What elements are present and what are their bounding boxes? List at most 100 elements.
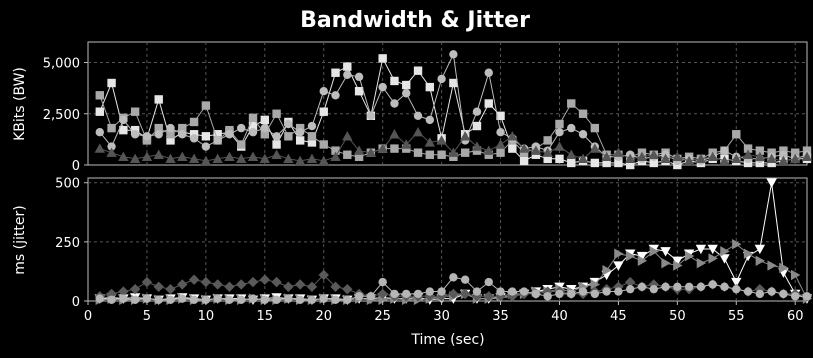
data-point bbox=[483, 145, 494, 155]
data-point bbox=[189, 117, 199, 127]
data-point bbox=[189, 295, 199, 305]
data-point bbox=[472, 287, 482, 296]
data-point bbox=[484, 277, 493, 287]
data-point bbox=[306, 153, 318, 164]
data-point bbox=[237, 295, 246, 305]
data-point bbox=[353, 145, 365, 155]
data-point bbox=[366, 292, 376, 301]
data-point bbox=[119, 115, 128, 125]
x-tick-label: 55 bbox=[728, 309, 745, 324]
data-point bbox=[778, 155, 789, 166]
data-point bbox=[719, 254, 730, 264]
x-tick-label: 60 bbox=[787, 309, 804, 324]
jitter-series bbox=[94, 178, 813, 306]
data-point bbox=[767, 287, 776, 296]
data-point bbox=[154, 295, 163, 305]
data-point bbox=[542, 286, 553, 297]
data-point bbox=[272, 140, 281, 149]
y-tick-label: 250 bbox=[55, 236, 80, 251]
data-point bbox=[307, 138, 317, 147]
data-point bbox=[555, 154, 564, 164]
data-point bbox=[188, 153, 200, 164]
data-point bbox=[732, 130, 741, 139]
data-point bbox=[319, 107, 328, 116]
data-point bbox=[779, 150, 788, 159]
data-point bbox=[331, 91, 340, 100]
data-point bbox=[141, 276, 153, 288]
data-point bbox=[624, 153, 636, 164]
data-point bbox=[413, 111, 423, 121]
data-point bbox=[732, 284, 741, 294]
data-point bbox=[307, 295, 317, 305]
data-point bbox=[237, 123, 246, 133]
data-point bbox=[390, 99, 399, 108]
data-point bbox=[130, 107, 140, 116]
data-point bbox=[542, 147, 553, 157]
data-point bbox=[178, 123, 187, 133]
data-point bbox=[294, 279, 306, 290]
data-point bbox=[779, 262, 789, 274]
data-point bbox=[425, 82, 435, 92]
data-point bbox=[567, 289, 576, 299]
data-point bbox=[696, 282, 706, 292]
data-point bbox=[377, 143, 388, 153]
data-point bbox=[508, 144, 517, 153]
data-point bbox=[496, 287, 505, 296]
data-point bbox=[225, 295, 234, 305]
data-point bbox=[625, 250, 636, 262]
data-point bbox=[425, 150, 435, 159]
data-point bbox=[459, 131, 471, 141]
data-point bbox=[449, 78, 458, 88]
data-point bbox=[390, 289, 399, 299]
data-point bbox=[106, 147, 117, 157]
data-point bbox=[331, 295, 340, 305]
data-point bbox=[247, 151, 259, 161]
data-point bbox=[118, 151, 129, 161]
data-point bbox=[590, 158, 600, 168]
data-point bbox=[154, 95, 163, 104]
data-point bbox=[401, 139, 412, 149]
data-point bbox=[224, 281, 235, 293]
data-point bbox=[402, 289, 411, 299]
data-point bbox=[343, 70, 352, 80]
data-point bbox=[390, 144, 399, 153]
data-point bbox=[178, 130, 187, 139]
data-point bbox=[129, 283, 141, 295]
data-point bbox=[272, 295, 281, 305]
data-point bbox=[660, 153, 671, 164]
data-point bbox=[566, 149, 577, 159]
data-point bbox=[94, 143, 105, 153]
x-tick-label: 20 bbox=[315, 309, 332, 324]
data-point bbox=[755, 146, 765, 155]
data-point bbox=[590, 279, 601, 290]
data-point bbox=[732, 239, 742, 250]
data-point bbox=[319, 294, 328, 303]
x-tick-label: 5 bbox=[143, 309, 151, 324]
data-point bbox=[708, 253, 718, 264]
data-point bbox=[567, 158, 576, 168]
chart-title: Bandwidth & Jitter bbox=[300, 8, 530, 33]
data-point bbox=[555, 128, 564, 137]
data-point bbox=[213, 294, 222, 303]
data-point bbox=[791, 148, 800, 157]
data-point bbox=[343, 150, 352, 159]
data-point bbox=[413, 148, 423, 157]
data-point bbox=[742, 149, 754, 159]
data-point bbox=[119, 125, 128, 135]
data-point bbox=[661, 257, 671, 269]
data-point bbox=[779, 289, 788, 299]
data-point bbox=[130, 130, 140, 139]
data-point bbox=[766, 153, 777, 164]
data-point bbox=[166, 123, 175, 133]
data-point bbox=[424, 137, 436, 147]
y-tick-label: 500 bbox=[55, 177, 80, 192]
data-point bbox=[200, 276, 212, 288]
data-point bbox=[613, 261, 624, 271]
data-point bbox=[790, 153, 801, 164]
data-point bbox=[166, 295, 175, 305]
data-point bbox=[507, 131, 518, 141]
data-point bbox=[696, 257, 707, 269]
y-tick-label: 5,000 bbox=[43, 57, 80, 72]
bandwidth-series bbox=[94, 50, 813, 170]
data-point bbox=[578, 287, 588, 296]
